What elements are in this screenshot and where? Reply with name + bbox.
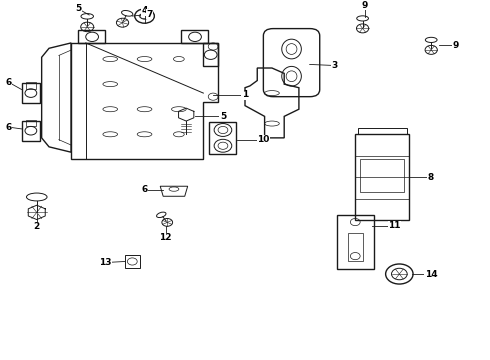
Bar: [348, 233, 363, 261]
Bar: [22, 121, 40, 140]
Text: 11: 11: [388, 221, 401, 230]
Text: 8: 8: [427, 173, 433, 182]
Text: 6: 6: [6, 78, 12, 87]
Text: 12: 12: [159, 233, 172, 242]
Text: 13: 13: [99, 258, 112, 267]
Bar: [210, 122, 236, 154]
Text: 9: 9: [452, 41, 459, 50]
Text: 2: 2: [34, 222, 40, 231]
Text: 5: 5: [75, 4, 81, 13]
Text: 4: 4: [141, 6, 148, 15]
Text: 14: 14: [425, 270, 438, 279]
Bar: [360, 159, 404, 192]
Text: 3: 3: [331, 61, 337, 70]
Bar: [355, 134, 409, 220]
Bar: [125, 255, 140, 268]
Text: 1: 1: [242, 90, 248, 99]
Bar: [22, 83, 40, 103]
Bar: [26, 82, 36, 89]
Bar: [358, 128, 407, 134]
Text: 10: 10: [257, 135, 270, 144]
Bar: [337, 215, 374, 269]
Text: 6: 6: [142, 185, 147, 194]
Bar: [26, 120, 36, 126]
Text: 7: 7: [146, 10, 153, 19]
Text: 5: 5: [220, 112, 226, 121]
Text: 9: 9: [361, 1, 368, 10]
Text: 6: 6: [6, 123, 12, 132]
